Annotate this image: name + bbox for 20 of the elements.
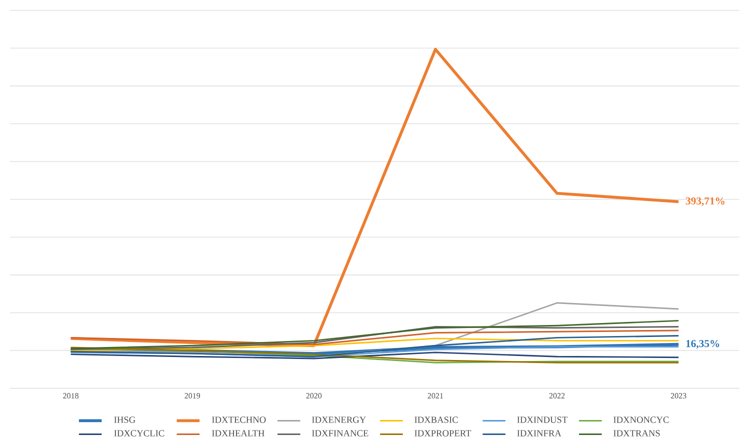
legend-label: IDXENERGY <box>312 416 366 423</box>
legend-label: IHSG <box>114 416 136 423</box>
x-tick-label: 2019 <box>184 393 200 398</box>
data-label: 393,71% <box>686 197 724 206</box>
x-tick-label: 2020 <box>306 393 322 398</box>
legend-label: IDXINDUST <box>517 416 568 423</box>
legend-label: IDXTECHNO <box>212 416 266 423</box>
legend-label: IDXHEALTH <box>212 430 264 436</box>
legend-label: IDXFINANCE <box>312 430 368 436</box>
legend-label: IDXBASIC <box>414 416 458 423</box>
x-tick-label: 2022 <box>549 393 565 398</box>
data-label: 16,35% <box>686 340 720 349</box>
legend-label: IDXCYCLIC <box>114 430 164 436</box>
x-tick-label: 2021 <box>428 393 443 398</box>
legend-label: IDXPROPERT <box>414 430 472 436</box>
x-tick-label: 2023 <box>670 393 686 398</box>
legend-label: IDXNONCYC <box>614 416 669 423</box>
legend-label: IDXTRANS <box>614 430 660 436</box>
legend-label: IDXINFRA <box>517 430 562 436</box>
x-tick-label: 2018 <box>63 393 78 398</box>
